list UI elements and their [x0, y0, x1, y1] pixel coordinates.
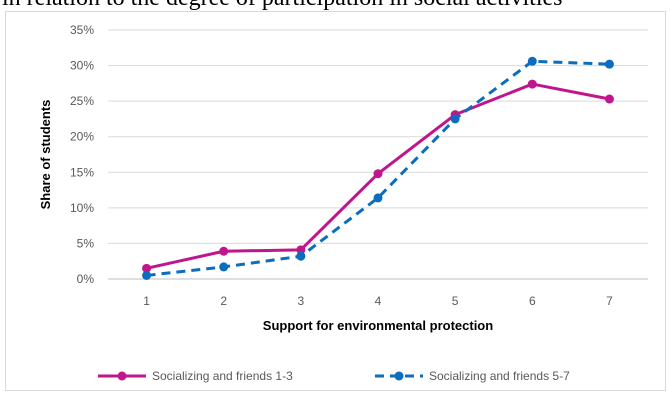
data-point — [373, 193, 383, 203]
data-point — [373, 169, 383, 179]
data-point — [604, 59, 614, 69]
y-tick-label: 10% — [70, 201, 94, 215]
gridlines — [108, 29, 648, 280]
data-point — [296, 245, 306, 255]
caption-text: in relation to the degree of participati… — [2, 0, 562, 12]
y-tick-label: 5% — [77, 236, 95, 250]
x-tick-label: 1 — [143, 294, 150, 308]
data-point — [219, 246, 229, 256]
chart-frame — [5, 11, 666, 391]
legend-marker — [117, 371, 127, 381]
data-point — [142, 270, 152, 280]
data-point — [142, 263, 152, 273]
caption-fragment: in relation to the degree of participati… — [0, 0, 671, 26]
data-point — [296, 251, 306, 261]
data-point — [604, 94, 614, 104]
x-tick-labels: 1 2 3 4 5 6 7 — [143, 294, 613, 308]
data-point — [219, 262, 229, 272]
x-tick-label: 2 — [220, 294, 227, 308]
y-tick-label: 25% — [70, 94, 94, 108]
legend-label: Socializing and friends 5-7 — [429, 369, 570, 383]
legend-marker — [394, 371, 404, 381]
data-point — [450, 114, 460, 124]
x-tick-label: 5 — [452, 294, 459, 308]
y-tick-label: 0% — [77, 272, 95, 286]
y-tick-label: 20% — [70, 130, 94, 144]
y-tick-label: 35% — [70, 23, 94, 37]
y-tick-label: 15% — [70, 165, 94, 179]
y-axis-title: Share of students — [38, 100, 53, 210]
legend: Socializing and friends 1-3 Socializing a… — [98, 369, 570, 383]
x-tick-label: 3 — [298, 294, 305, 308]
x-tick-label: 4 — [375, 294, 382, 308]
y-tick-label: 30% — [70, 59, 94, 73]
x-tick-label: 7 — [606, 294, 613, 308]
series-lines — [142, 56, 614, 280]
data-point — [527, 79, 537, 89]
x-axis-title: Support for environmental protection — [263, 318, 493, 333]
legend-label: Socializing and friends 1-3 — [152, 369, 293, 383]
y-tick-labels: 0% 5% 10% 15% 20% 25% 30% 35% — [70, 23, 94, 286]
x-tick-label: 6 — [529, 294, 536, 308]
data-point — [527, 56, 537, 66]
